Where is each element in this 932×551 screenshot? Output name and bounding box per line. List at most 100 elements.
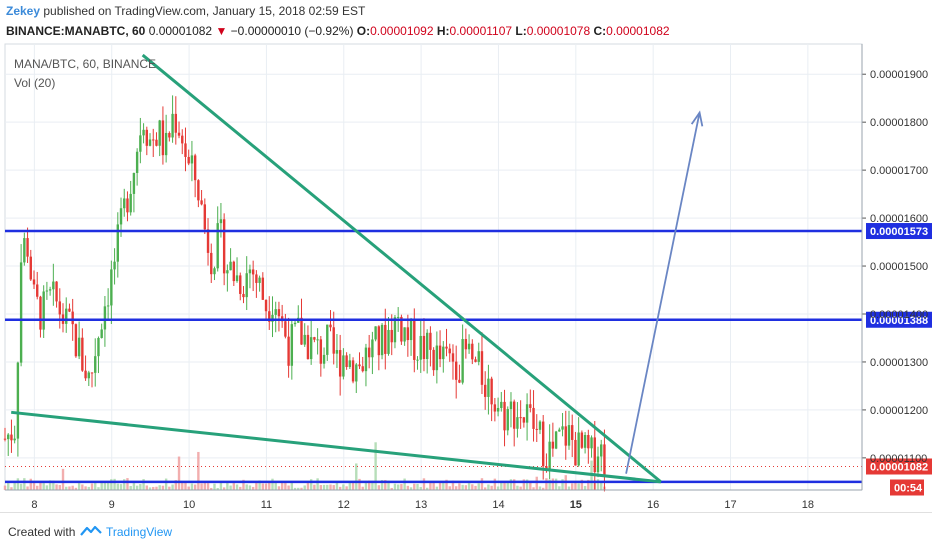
- low-value: 0.00001078: [526, 24, 591, 38]
- axes: 0.00001100 0.00001200 0.00001300 0.00001400…: [5, 44, 928, 511]
- trendline: [11, 410, 662, 484]
- candle-body: [106, 305, 110, 307]
- candle-body: [242, 293, 245, 298]
- candle-body: [235, 275, 239, 282]
- price-chart[interactable]: 0.00001573 0.00001388 0.00001082 00:54 0.00…: [0, 0, 932, 512]
- volume-bar: [432, 481, 435, 490]
- volume-bar: [55, 484, 58, 490]
- candle-body: [322, 354, 326, 364]
- volume-bar: [361, 486, 364, 490]
- tradingview-brand-link[interactable]: TradingView: [106, 525, 173, 539]
- candle-body: [97, 337, 100, 357]
- candle-body: [245, 273, 248, 298]
- volume-bar: [338, 486, 342, 490]
- volume-bar: [155, 486, 158, 490]
- volume-bar: [284, 482, 287, 490]
- candle-body: [145, 129, 149, 146]
- volume-bar: [129, 485, 132, 490]
- volume-bar: [422, 478, 426, 490]
- candle-body: [219, 219, 223, 224]
- candle-body: [261, 277, 265, 300]
- volume-bar: [158, 485, 161, 490]
- volume-bar: [42, 483, 45, 490]
- volume-bar: [438, 482, 442, 490]
- symbol-label: BINANCE:MANABTC, 60: [6, 24, 146, 38]
- candle-body: [500, 401, 503, 408]
- volume-bar: [71, 485, 74, 490]
- candle-body: [432, 349, 435, 371]
- candle-body: [19, 262, 23, 363]
- candle-body: [380, 324, 384, 356]
- volume-bar: [367, 480, 371, 490]
- volume-bar: [258, 480, 261, 490]
- volume-bar: [409, 487, 413, 490]
- volume-bar: [268, 480, 271, 490]
- candle-body: [36, 284, 39, 297]
- candle-body: [152, 139, 155, 141]
- author-link[interactable]: Zekey: [6, 4, 41, 18]
- candle-body: [132, 173, 136, 194]
- candle-body: [193, 155, 197, 181]
- volume-bar: [600, 481, 603, 490]
- candle-body: [371, 339, 374, 358]
- candle-body: [58, 301, 61, 315]
- candle-body: [268, 311, 271, 322]
- volume-bar: [445, 479, 448, 490]
- x-tick-label: 13: [415, 499, 427, 511]
- volume-bar: [396, 484, 400, 490]
- y-tick-label: 0.00001300: [870, 357, 928, 369]
- projection-arrow-head: [690, 110, 704, 127]
- volume-bar: [213, 483, 216, 490]
- volume-bar: [509, 479, 513, 490]
- candle-body: [65, 308, 68, 324]
- volume-bar: [545, 478, 548, 490]
- volume-bar: [16, 478, 20, 490]
- volume-bar: [222, 487, 226, 490]
- x-tick-label: 16: [647, 499, 659, 511]
- volume-bar: [316, 478, 319, 490]
- candle-body: [374, 326, 377, 340]
- volume-bar: [232, 483, 236, 490]
- candle-body: [364, 347, 368, 372]
- volume-bar: [271, 478, 274, 490]
- volume-bar: [110, 479, 113, 490]
- candle-body: [435, 345, 439, 371]
- price-change: −0.00000010 (−0.92%): [230, 24, 354, 38]
- volume-bar: [577, 483, 580, 490]
- volume-bar: [329, 484, 332, 490]
- volume-bar: [458, 483, 461, 490]
- volume-bar: [171, 484, 174, 490]
- candle-body: [313, 337, 316, 340]
- candle-body: [471, 343, 474, 360]
- volume-bar: [226, 482, 229, 490]
- candle-body: [32, 279, 36, 285]
- y-tick-label: 0.00001500: [870, 261, 928, 273]
- volume-bar: [132, 482, 136, 490]
- candle-body: [419, 335, 422, 360]
- candle-body: [110, 269, 113, 306]
- volume-bar: [380, 480, 384, 490]
- candle-body: [316, 339, 319, 341]
- candle-body: [55, 281, 58, 302]
- candle-body: [126, 198, 129, 213]
- publish-info: published on TradingView.com, January 15…: [43, 4, 366, 18]
- volume-bar: [3, 485, 7, 490]
- candle-body: [48, 289, 52, 291]
- volume-bar: [480, 478, 484, 490]
- candle-body: [387, 329, 390, 354]
- candle-body: [255, 274, 258, 283]
- volume-bar: [287, 485, 290, 490]
- plot-area: [4, 43, 863, 491]
- volume-bar: [306, 482, 310, 490]
- volume-bar: [364, 480, 368, 490]
- volume-bar: [371, 480, 374, 490]
- drawings: 0.00001573 0.00001388 0.00001082 00:54: [5, 53, 932, 496]
- volume-bar: [255, 481, 258, 490]
- candle-body: [10, 434, 13, 441]
- candle-body: [71, 311, 74, 325]
- candle-body: [222, 219, 226, 274]
- volume-bar: [554, 478, 558, 490]
- candle-body: [358, 364, 361, 367]
- candle-body: [590, 437, 593, 449]
- volume-bar: [587, 479, 590, 490]
